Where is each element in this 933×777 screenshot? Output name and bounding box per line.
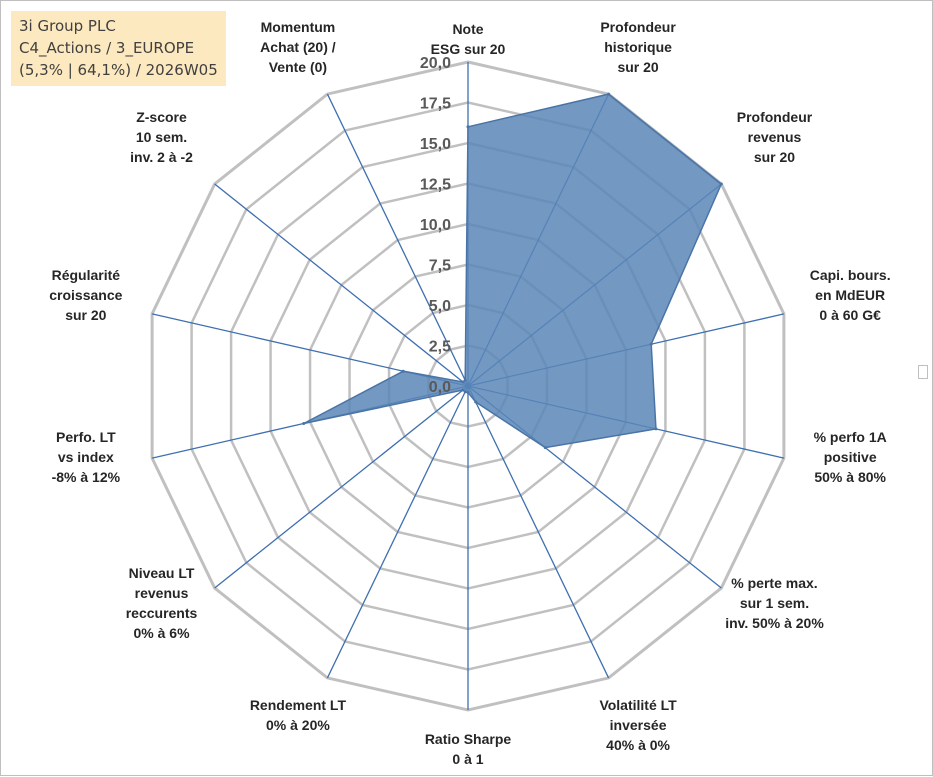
tick-label: 7,5 xyxy=(429,258,451,275)
axis-spoke xyxy=(214,385,469,589)
axis-spoke xyxy=(214,183,469,387)
tick-label: 12,5 xyxy=(420,177,451,194)
axis-label: Perfo. LT vs index -8% à 12% xyxy=(52,429,121,485)
axis-label: Régularité croissance sur 20 xyxy=(49,267,122,323)
data-point xyxy=(474,400,478,404)
data-point xyxy=(719,182,723,186)
info-box: 3i Group PLC C4_Actions / 3_EUROPE (5,3%… xyxy=(11,11,226,86)
axis-label: Z-score 10 sem. inv. 2 à -2 xyxy=(130,109,193,165)
tick-label: 0,0 xyxy=(429,379,451,396)
label-layer: Note ESG sur 20 Profondeur historique sur 20… xyxy=(49,19,890,767)
data-point xyxy=(543,446,547,450)
tick-label: 2,5 xyxy=(429,339,451,356)
tick-label: 15,0 xyxy=(420,136,451,153)
data-point xyxy=(463,378,467,382)
axis-label: Volatilité LT inversée 40% à 0% xyxy=(599,697,677,753)
axis-label: Ratio Sharpe 0 à 1 xyxy=(425,731,512,767)
tick-label: 10,0 xyxy=(420,217,451,234)
axis-label: Profondeur revenus sur 20 xyxy=(737,109,813,165)
data-point xyxy=(302,421,306,425)
axis-spoke xyxy=(326,93,469,387)
axis-spoke xyxy=(467,385,610,679)
axis-label: Rendement LT 0% à 20% xyxy=(250,697,347,733)
tick-label: 5,0 xyxy=(429,298,451,315)
data-point xyxy=(463,390,467,394)
stats-week: (5,3% | 64,1%) / 2026W05 xyxy=(19,61,218,79)
data-point xyxy=(466,125,470,129)
tick-label: 20,0 xyxy=(420,55,451,72)
axis-label: Niveau LT revenus reccurents 0% à 6% xyxy=(126,565,198,641)
data-point xyxy=(461,388,465,392)
data-point xyxy=(649,342,653,346)
tick-label: 17,5 xyxy=(420,96,451,113)
data-point xyxy=(466,390,470,394)
data-point xyxy=(461,380,465,384)
axis-label: Momentum Achat (20) / Vente (0) xyxy=(260,19,336,75)
axis-label: % perte max. sur 1 sem. inv. 50% à 20% xyxy=(725,575,824,631)
axis-label: % perfo 1A positive 50% à 80% xyxy=(814,429,887,485)
series-area xyxy=(303,93,723,449)
scroll-handle[interactable] xyxy=(918,365,928,379)
company-name: 3i Group PLC xyxy=(19,17,116,35)
data-point xyxy=(607,92,611,96)
data-point xyxy=(401,369,405,373)
data-point xyxy=(654,427,658,431)
axis-spoke xyxy=(326,385,469,679)
axis-label: Capi. bours. en MdEUR 0 à 60 G€ xyxy=(810,267,891,323)
axis-label: Note ESG sur 20 xyxy=(431,21,506,57)
series-layer xyxy=(302,92,723,450)
axis-label: Profondeur historique sur 20 xyxy=(600,19,676,75)
category-path: C4_Actions / 3_EUROPE xyxy=(19,39,195,57)
tick-layer: 0,0 2,5 5,0 7,5 10,0 12,5 15,0 17,5 20,0 xyxy=(420,55,451,396)
